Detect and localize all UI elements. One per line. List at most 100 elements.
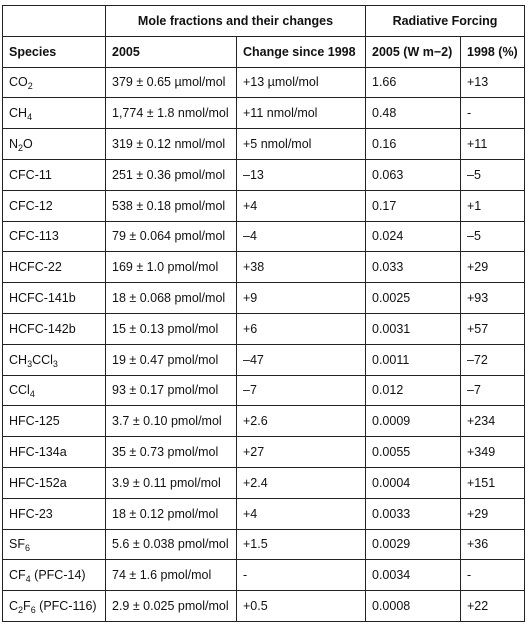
change-cell: +6 [236,312,366,345]
rf-2005-cell: 0.0033 [365,497,461,530]
rf-2005-cell: 0.063 [365,158,461,191]
rf-2005-cell: 0.17 [365,189,461,222]
rf-2005-cell: 0.033 [365,251,461,284]
mole-2005-cell: 3.9 ± 0.11 pmol/mol [105,466,237,499]
species-base: CCl [9,383,30,398]
species-suffix: (PFC-116) [35,599,97,614]
species-tail: O [23,137,33,152]
species-base: HFC-23 [9,506,53,521]
change-cell: +5 nmol/mol [236,128,366,160]
rf-1998-cell: +57 [459,312,526,345]
species-base: CF [9,568,26,583]
species-tail: CCl [32,352,53,367]
gas-forcing-table: Mole fractions and their changes Radiati… [2,5,526,622]
rf-1998-cell: +1 [459,189,526,222]
species-cell: SF6 [2,528,106,561]
rf-2005-cell: 0.16 [365,128,461,160]
species-cell: CFC-11 [2,158,106,191]
mole-2005-cell: 19 ± 0.47 pmol/mol [105,343,237,376]
species-base: CFC-12 [9,198,53,213]
mole-2005-cell: 379 ± 0.65 µmol/mol [105,66,237,99]
change-cell: +0.5 [236,590,366,622]
rf-1998-cell: +22 [459,590,526,622]
change-cell: –13 [236,158,366,191]
rf-1998-cell: –5 [459,158,526,191]
rf-1998-cell: +349 [459,436,526,468]
change-cell: +2.4 [236,466,366,499]
rf-1998-cell: –72 [459,343,526,376]
species-sub: 4 [27,112,33,123]
table-row: HFC-23 18 ± 0.12 pmol/mol +4 0.0033 +29 [2,497,526,530]
mole-2005-cell: 79 ± 0.064 pmol/mol [105,220,237,253]
species-cell: HFC-23 [2,497,106,530]
table-row: CFC-113 79 ± 0.064 pmol/mol –4 0.024 –5 [2,220,526,253]
change-cell: - [236,559,366,592]
change-cell: +9 [236,282,366,314]
column-header-row: Species 2005 Change since 1998 2005 (W m… [2,35,526,68]
mole-2005-cell: 74 ± 1.6 pmol/mol [105,559,237,592]
rf-1998-cell: +93 [459,282,526,314]
rf-1998-cell: - [459,97,526,130]
mole-2005-cell: 5.6 ± 0.038 pmol/mol [105,528,237,561]
species-base: HCFC-22 [9,260,62,275]
species-cell: N2O [2,128,106,160]
species-sub: 2 [18,143,24,154]
species-tail: F [23,599,31,614]
species-sub: 4 [25,574,31,585]
species-cell: HCFC-141b [2,282,106,314]
rf-1998-cell: +36 [459,528,526,561]
rf-1998-cell: +29 [459,497,526,530]
species-cell: HFC-134a [2,436,106,468]
mole-2005-cell: 251 ± 0.36 pmol/mol [105,158,237,191]
species-suffix: (PFC-14) [30,568,86,583]
species-cell: HCFC-22 [2,251,106,284]
table-row: CH3CCl3 19 ± 0.47 pmol/mol –47 0.0011 –72 [2,343,526,376]
mole-2005-cell: 3.7 ± 0.10 pmol/mol [105,405,237,438]
rf-2005-cell: 0.0034 [365,559,461,592]
species-cell: CFC-12 [2,189,106,222]
rf-2005-cell: 0.0055 [365,436,461,468]
rf-1998-cell: –7 [459,374,526,407]
species-base: HFC-125 [9,414,60,429]
header-mole-2005: 2005 [105,35,237,68]
rf-2005-cell: 0.0031 [365,312,461,345]
table-row: HCFC-142b 15 ± 0.13 pmol/mol +6 0.0031 +57 [2,312,526,345]
change-cell: +2.6 [236,405,366,438]
rf-1998-cell: +151 [459,466,526,499]
rf-2005-cell: 0.48 [365,97,461,130]
table-row: N2O 319 ± 0.12 nmol/mol +5 nmol/mol 0.16 +11 [2,128,526,160]
mole-2005-cell: 35 ± 0.73 pmol/mol [105,436,237,468]
rf-2005-cell: 0.0011 [365,343,461,376]
change-cell: +1.5 [236,528,366,561]
mole-2005-cell: 18 ± 0.068 pmol/mol [105,282,237,314]
mole-2005-cell: 15 ± 0.13 pmol/mol [105,312,237,345]
table-row: CFC-12 538 ± 0.18 pmol/mol +4 0.17 +1 [2,189,526,222]
header-blank-cell [2,5,106,37]
species-base: HCFC-141b [9,291,76,306]
change-cell: –47 [236,343,366,376]
rf-2005-cell: 0.0025 [365,282,461,314]
species-cell: CO2 [2,66,106,99]
header-species: Species [2,35,106,68]
change-cell: +27 [236,436,366,468]
species-base: HCFC-142b [9,321,76,336]
table-row: HCFC-141b 18 ± 0.068 pmol/mol +9 0.0025 +93 [2,282,526,314]
change-cell: +13 µmol/mol [236,66,366,99]
species-sub2: 3 [52,358,58,369]
table-row: CH4 1,774 ± 1.8 nmol/mol +11 nmol/mol 0.48- [2,97,526,130]
change-cell: +11 nmol/mol [236,97,366,130]
header-mole-fractions: Mole fractions and their changes [105,5,366,37]
table-row: CFC-11 251 ± 0.36 pmol/mol –13 0.063 –5 [2,158,526,191]
species-cell: HCFC-142b [2,312,106,345]
species-cell: CH4 [2,97,106,130]
mole-2005-cell: 18 ± 0.12 pmol/mol [105,497,237,530]
table-row: CO2 379 ± 0.65 µmol/mol +13 µmol/mol 1.66 +1… [2,66,526,99]
table-row: HFC-125 3.7 ± 0.10 pmol/mol +2.6 0.0009 +234 [2,405,526,438]
header-rf-2005: 2005 (W m−2) [365,35,461,68]
rf-2005-cell: 0.0004 [365,466,461,499]
species-base: CO [9,75,28,90]
mole-2005-cell: 93 ± 0.17 pmol/mol [105,374,237,407]
mole-2005-cell: 319 ± 0.12 nmol/mol [105,128,237,160]
species-sub2: 6 [30,605,36,616]
table-row: SF6 5.6 ± 0.038 pmol/mol +1.5 0.0029 +36 [2,528,526,561]
